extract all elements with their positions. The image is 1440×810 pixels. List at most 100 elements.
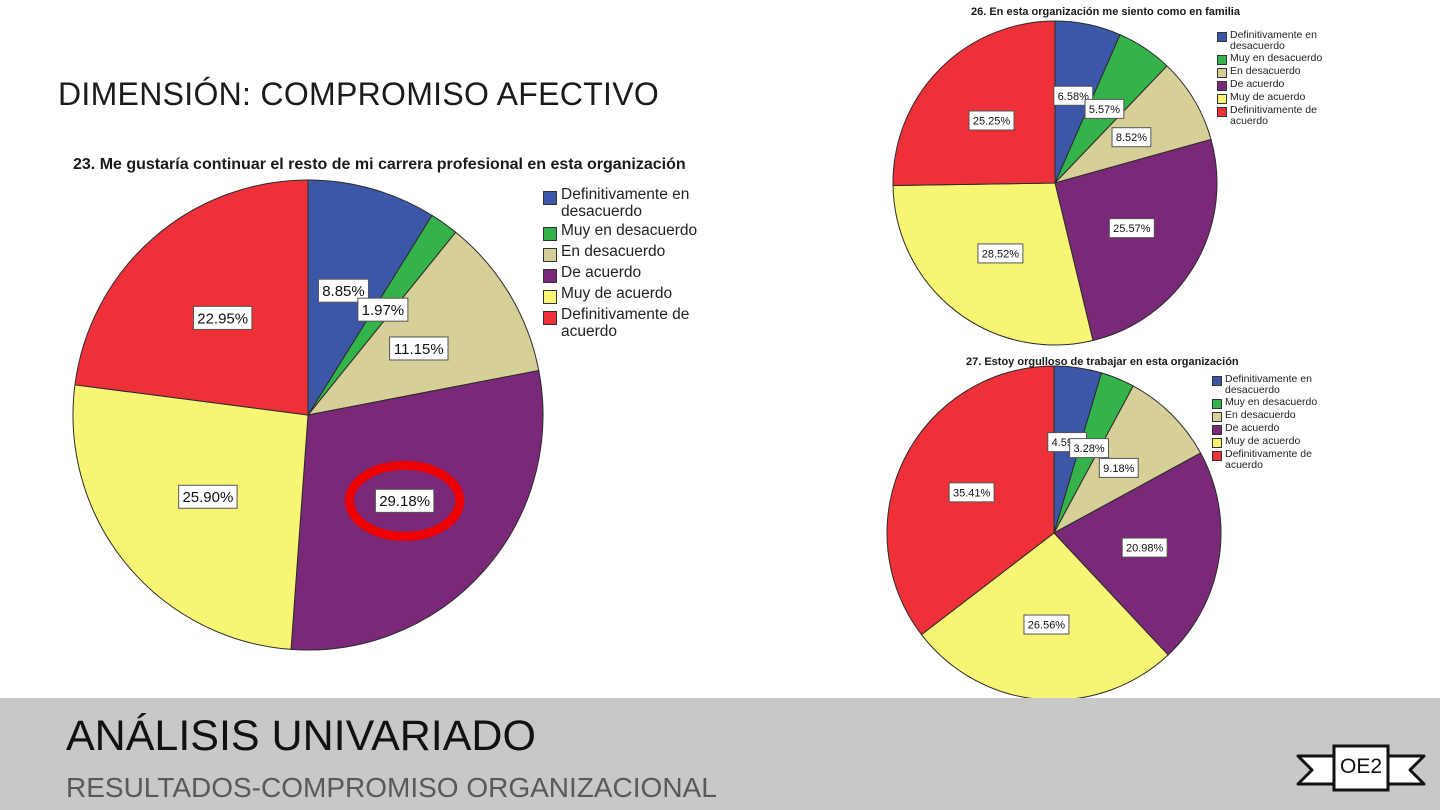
legend-label: De acuerdo xyxy=(1225,422,1280,434)
data-label: 25.25% xyxy=(968,110,1015,131)
pie-chart-career: 23. Me gustaría continuar el resto de mi… xyxy=(70,156,730,660)
data-label: 28.52% xyxy=(977,243,1024,264)
legend-swatch xyxy=(543,227,557,241)
badge-label: OE2 xyxy=(1339,755,1383,778)
legend-label: En desacuerdo xyxy=(1230,65,1301,77)
pie-svg: 6.58%5.57% 8.52% 25.57% 28.52% 25.25% xyxy=(892,20,1218,346)
data-label: 9.18% xyxy=(1098,457,1139,478)
legend-label: Muy en desacuerdo xyxy=(561,222,698,239)
legend-item: Definitivamente de acuerdo xyxy=(1212,449,1337,471)
data-label: 25.90% xyxy=(178,484,238,509)
legend-item: Muy en desacuerdo xyxy=(543,222,723,241)
legend-swatch xyxy=(1212,412,1222,422)
legend-label: De acuerdo xyxy=(561,264,642,281)
legend-swatch xyxy=(543,269,557,283)
data-label: 11.15% xyxy=(389,336,449,361)
legend-swatch xyxy=(1217,68,1227,78)
pie-slice-en-desacuerdo xyxy=(306,231,540,416)
svg-text:11.15%: 11.15% xyxy=(394,341,444,358)
legend-item: Definitivamente en desacuerdo xyxy=(1217,30,1342,52)
svg-text:29.18%: 29.18% xyxy=(379,493,430,510)
pie-slice-definitivamente-en-desacuerdo xyxy=(307,179,433,417)
ribbon-icon xyxy=(1296,744,1426,792)
data-label: 20.98% xyxy=(1121,537,1168,558)
data-label: 29.18% xyxy=(374,488,435,513)
legend-swatch xyxy=(1212,376,1222,386)
objective-badge: OE2 xyxy=(1296,740,1426,800)
svg-text:6.58%: 6.58% xyxy=(1058,91,1089,103)
legend-swatch xyxy=(543,311,557,325)
legend-item: En desacuerdo xyxy=(1217,66,1342,78)
legend-label: Definitivamente en desacuerdo xyxy=(1225,373,1312,396)
legend-item: Muy en desacuerdo xyxy=(1217,53,1342,65)
svg-text:9.18%: 9.18% xyxy=(1103,463,1134,475)
chart-title: 26. En esta organización me siento como … xyxy=(971,6,1240,18)
legend-item: Muy de acuerdo xyxy=(1217,92,1342,104)
pie-slice-en-desacuerdo xyxy=(1053,65,1212,184)
data-label: 26.56% xyxy=(1023,614,1070,635)
legend-label: En desacuerdo xyxy=(1225,409,1296,421)
legend-label: Definitivamente de acuerdo xyxy=(561,306,690,340)
legend-label: Definitivamente de acuerdo xyxy=(1230,104,1317,127)
legend-label: Muy de acuerdo xyxy=(561,285,673,302)
chart-title: 27. Estoy orgulloso de trabajar en esta … xyxy=(966,356,1239,368)
svg-text:25.90%: 25.90% xyxy=(182,489,233,506)
legend-item: De acuerdo xyxy=(1212,423,1337,435)
legend-label: Definitivamente en desacuerdo xyxy=(1230,29,1317,52)
legend-item: Definitivamente de acuerdo xyxy=(543,306,723,340)
legend-item: De acuerdo xyxy=(543,264,723,283)
legend-item: Definitivamente en desacuerdo xyxy=(1212,374,1337,396)
pie-svg: 4.59%3.28%9.18%20.98%26.56%35.41% xyxy=(886,365,1222,701)
svg-text:8.52%: 8.52% xyxy=(1116,132,1147,144)
legend-swatch xyxy=(1217,107,1227,117)
highlight-ellipse xyxy=(344,460,465,541)
pie-slice-de-acuerdo xyxy=(1054,138,1218,342)
data-label: 35.41% xyxy=(948,482,995,503)
data-label: 5.57% xyxy=(1084,98,1125,119)
pie-slice-muy-de-acuerdo xyxy=(892,182,1094,346)
legend-item: En desacuerdo xyxy=(1212,410,1337,422)
chart-legend: Definitivamente en desacuerdo Muy en desa… xyxy=(1217,30,1342,128)
svg-text:28.52%: 28.52% xyxy=(982,248,1020,260)
legend-swatch xyxy=(543,191,557,205)
legend-label: Muy en desacuerdo xyxy=(1225,396,1318,408)
legend-label: En desacuerdo xyxy=(561,243,666,260)
legend-label: Definitivamente de acuerdo xyxy=(1225,448,1312,471)
legend-swatch xyxy=(543,290,557,304)
pie-slice-muy-de-acuerdo xyxy=(72,384,309,650)
data-label: 1.97% xyxy=(357,297,409,322)
footer-banner: ANÁLISIS UNIVARIADO RESULTADOS-COMPROMIS… xyxy=(0,698,1440,810)
svg-text:20.98%: 20.98% xyxy=(1126,543,1164,555)
legend-item: Muy en desacuerdo xyxy=(1212,397,1337,409)
legend-label: Muy en desacuerdo xyxy=(1230,52,1323,64)
svg-text:25.25%: 25.25% xyxy=(973,115,1011,127)
legend-swatch xyxy=(1217,32,1227,42)
legend-item: Definitivamente en desacuerdo xyxy=(543,186,723,220)
svg-text:22.95%: 22.95% xyxy=(197,310,248,327)
legend-swatch xyxy=(1217,94,1227,104)
svg-text:5.57%: 5.57% xyxy=(1089,104,1120,116)
legend-item: Muy de acuerdo xyxy=(1212,436,1337,448)
data-label: 6.58% xyxy=(1053,85,1094,106)
legend-label: Definitivamente en desacuerdo xyxy=(561,186,690,220)
legend-swatch xyxy=(1212,451,1222,461)
section-subtitle: RESULTADOS-COMPROMISO ORGANIZACIONAL xyxy=(66,772,717,803)
data-label: 8.85% xyxy=(317,278,369,303)
pie-slice-definitivamente-de-acuerdo xyxy=(74,179,309,416)
svg-text:8.85%: 8.85% xyxy=(322,283,365,300)
svg-text:1.97%: 1.97% xyxy=(362,302,405,319)
legend-label: De acuerdo xyxy=(1230,78,1285,90)
legend-label: Muy de acuerdo xyxy=(1230,91,1306,103)
legend-swatch xyxy=(1212,425,1222,435)
svg-text:25.57%: 25.57% xyxy=(1113,223,1151,235)
pie-chart-family: 26. En esta organización me siento como … xyxy=(892,6,1345,350)
chart-title: 23. Me gustaría continuar el resto de mi… xyxy=(73,156,686,173)
legend-swatch xyxy=(1212,399,1222,409)
pie-slice-definitivamente-de-acuerdo xyxy=(892,20,1056,187)
section-title: ANÁLISIS UNIVARIADO xyxy=(66,712,536,760)
svg-text:3.28%: 3.28% xyxy=(1073,443,1104,455)
legend-item: En desacuerdo xyxy=(543,243,723,262)
legend-swatch xyxy=(543,248,557,262)
data-label: 3.28% xyxy=(1069,438,1109,459)
legend-label: Muy de acuerdo xyxy=(1225,435,1301,447)
